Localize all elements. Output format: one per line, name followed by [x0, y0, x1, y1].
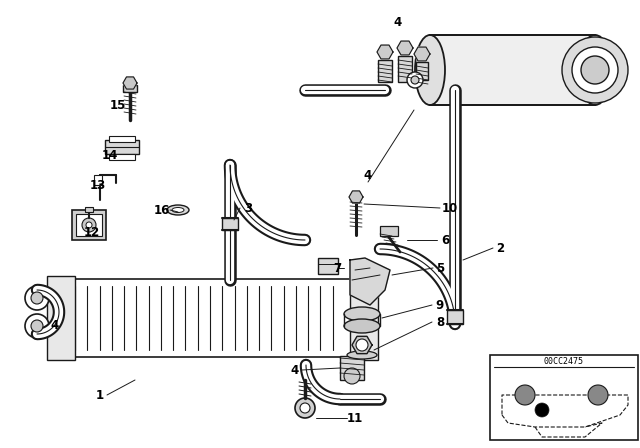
- Text: 14: 14: [102, 148, 118, 161]
- Text: 7: 7: [333, 262, 341, 275]
- Text: 2: 2: [496, 241, 504, 254]
- Polygon shape: [350, 258, 390, 305]
- Text: 1: 1: [96, 388, 104, 401]
- Bar: [109, 154, 135, 160]
- Circle shape: [82, 218, 96, 232]
- Circle shape: [562, 37, 628, 103]
- Bar: [350, 276, 378, 360]
- Bar: [222, 218, 238, 230]
- Circle shape: [25, 286, 49, 310]
- Circle shape: [572, 47, 618, 93]
- Text: 6: 6: [441, 233, 449, 246]
- Bar: [490, 355, 638, 440]
- Circle shape: [588, 385, 608, 405]
- Text: 4: 4: [291, 363, 299, 376]
- Text: 15: 15: [110, 99, 126, 112]
- Ellipse shape: [578, 35, 612, 105]
- Bar: [430, 35, 595, 105]
- Text: 12: 12: [84, 225, 100, 238]
- Text: 4: 4: [364, 168, 372, 181]
- Bar: [398, 56, 412, 82]
- Text: 8: 8: [436, 315, 444, 328]
- Text: 00CC2475: 00CC2475: [544, 357, 584, 366]
- Text: 16: 16: [154, 203, 170, 216]
- Polygon shape: [377, 45, 393, 59]
- Circle shape: [25, 314, 49, 338]
- Circle shape: [581, 56, 609, 84]
- Text: 3: 3: [244, 202, 252, 215]
- Polygon shape: [349, 191, 363, 203]
- Circle shape: [86, 222, 92, 228]
- Bar: [76, 214, 102, 236]
- Circle shape: [411, 76, 419, 84]
- Bar: [105, 140, 139, 154]
- Bar: [94, 175, 102, 185]
- Ellipse shape: [167, 205, 189, 215]
- Circle shape: [535, 403, 549, 417]
- Bar: [123, 85, 137, 92]
- Text: 4: 4: [394, 16, 402, 29]
- Bar: [318, 258, 338, 274]
- Polygon shape: [352, 336, 372, 353]
- Circle shape: [356, 339, 368, 351]
- Text: 5: 5: [436, 262, 444, 275]
- Bar: [447, 310, 463, 324]
- Ellipse shape: [344, 307, 380, 321]
- Ellipse shape: [347, 351, 377, 359]
- Bar: [72, 210, 106, 240]
- Bar: [380, 226, 398, 236]
- Circle shape: [31, 292, 43, 304]
- Circle shape: [344, 368, 360, 384]
- Ellipse shape: [344, 319, 380, 333]
- Circle shape: [300, 403, 310, 413]
- Polygon shape: [123, 77, 137, 89]
- Bar: [416, 62, 428, 80]
- Text: 10: 10: [442, 202, 458, 215]
- Circle shape: [295, 398, 315, 418]
- Bar: [85, 207, 93, 212]
- Ellipse shape: [415, 35, 445, 105]
- Text: 11: 11: [347, 412, 363, 425]
- Text: 9: 9: [436, 298, 444, 311]
- Circle shape: [515, 385, 535, 405]
- Bar: [340, 356, 364, 380]
- Polygon shape: [397, 41, 413, 55]
- Polygon shape: [414, 47, 430, 61]
- Text: 13: 13: [90, 178, 106, 191]
- Text: 4: 4: [51, 319, 59, 332]
- FancyBboxPatch shape: [54, 279, 367, 357]
- Circle shape: [31, 320, 43, 332]
- Circle shape: [407, 72, 423, 88]
- Bar: [378, 60, 392, 82]
- Bar: [109, 136, 135, 142]
- Ellipse shape: [172, 207, 184, 212]
- Bar: [47, 276, 75, 360]
